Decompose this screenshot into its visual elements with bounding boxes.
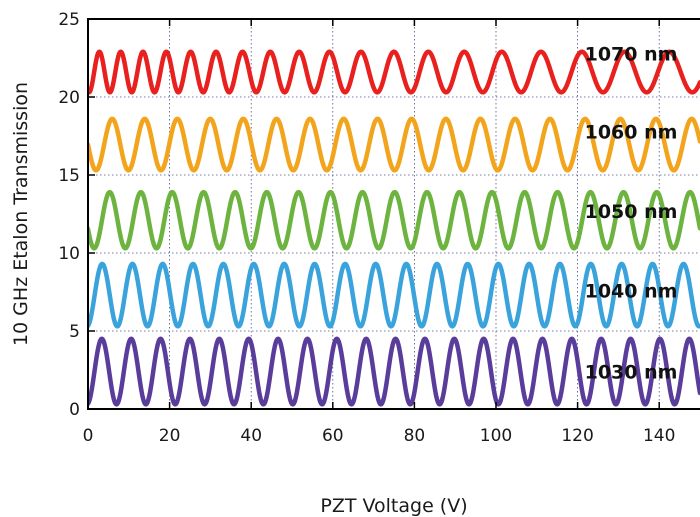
y-axis-ticks: 0 5 10 15 20 25 (58, 10, 95, 420)
y-tick-label: 15 (58, 166, 80, 186)
x-tick-label: 0 (83, 426, 94, 446)
series-labels: 1030 nm 1040 nm 1050 nm 1060 nm 1070 nm (585, 43, 678, 383)
y-tick-label: 25 (58, 10, 80, 30)
series-line-1030-nm (88, 336, 700, 407)
x-tick-label: 100 (480, 426, 512, 446)
series-label-1060-nm: 1060 nm (585, 121, 678, 143)
y-tick-label: 10 (58, 244, 80, 264)
x-tick-label: 40 (240, 426, 262, 446)
plot-frame (87, 18, 700, 410)
series-line-1070-nm (88, 49, 700, 95)
series-line-1040-nm (88, 261, 700, 329)
series-layer (88, 49, 700, 407)
y-axis-label: 10 GHz Etalon Transmission (10, 82, 32, 346)
x-tick-label: 140 (643, 426, 675, 446)
series-label-1030-nm: 1030 nm (585, 362, 678, 384)
y-tick-label: 0 (69, 400, 80, 420)
x-tick-label: 60 (322, 426, 344, 446)
series-label-1070-nm: 1070 nm (585, 43, 678, 65)
x-tick-label: 120 (561, 426, 593, 446)
x-tick-label: 20 (159, 426, 181, 446)
y-tick-label: 5 (69, 322, 80, 342)
x-tick-label: 80 (404, 426, 426, 446)
series-label-1040-nm: 1040 nm (585, 280, 678, 302)
series-label-1050-nm: 1050 nm (585, 201, 678, 223)
series-line-1050-nm (88, 189, 700, 251)
series-line-1060-nm (88, 116, 700, 173)
y-tick-label: 20 (58, 88, 80, 108)
x-axis-ticks: 0 20 40 60 80 100 120 140 (83, 19, 675, 446)
x-axis-label: PZT Voltage (V) (320, 495, 467, 517)
